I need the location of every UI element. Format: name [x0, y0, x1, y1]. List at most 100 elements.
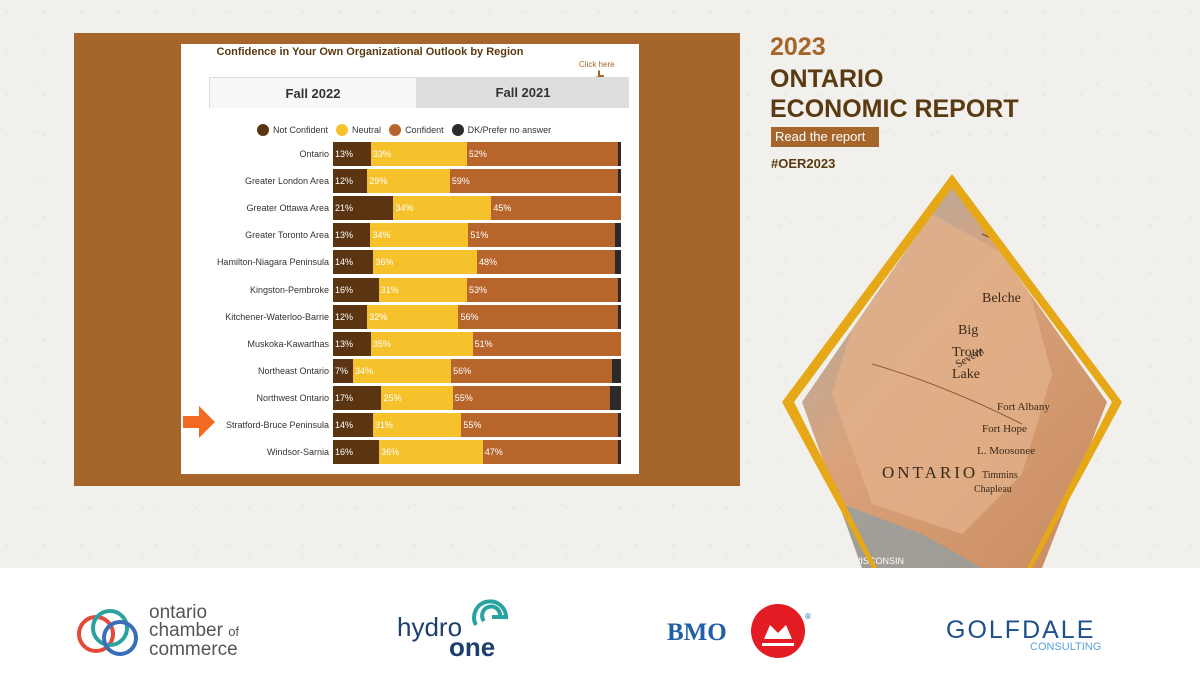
bar-segment[interactable]: [618, 413, 621, 437]
bar-segment[interactable]: 25%: [381, 385, 453, 410]
bar-segment[interactable]: 48%: [477, 250, 616, 275]
bar-segment[interactable]: 56%: [458, 304, 619, 329]
bar-segment[interactable]: 32%: [367, 304, 459, 329]
bar-segment[interactable]: 53%: [467, 277, 619, 302]
legend-label: Not Confident: [273, 125, 329, 135]
bar-segment[interactable]: 51%: [468, 223, 616, 248]
occ-of: of: [228, 624, 240, 639]
bar-segment[interactable]: 55%: [461, 413, 619, 437]
bar-segment[interactable]: 34%: [353, 358, 452, 383]
row-label: Northwest Ontario: [256, 392, 329, 403]
bar-segment[interactable]: 31%: [372, 413, 462, 437]
bar-segment[interactable]: 59%: [449, 169, 619, 194]
bar-segment[interactable]: 51%: [472, 331, 621, 356]
bar-segment[interactable]: [618, 142, 621, 166]
occ-line2: chamber: [149, 620, 223, 641]
hydro-one-logo-one: one: [449, 632, 496, 662]
map-label: Fort Hope: [982, 423, 1027, 435]
legend-swatch: [389, 124, 402, 136]
bar-segment[interactable]: 16%: [333, 277, 379, 302]
map-label: Trout: [952, 345, 983, 360]
bar-segment[interactable]: 13%: [333, 223, 371, 248]
legend-item-confident: Confident: [389, 124, 444, 136]
chart-card: Confidence in Your Own Organizational Ou…: [181, 44, 639, 474]
bar-segment[interactable]: 14%: [333, 413, 373, 437]
chart-title-text: Confidence in Your Own Organizational Ou…: [216, 46, 524, 58]
legend-swatch: [336, 124, 349, 136]
bar-segment[interactable]: 34%: [393, 196, 492, 221]
occ-line3: commerce: [149, 639, 238, 660]
ontario-chamber-logo: ontario chamber of commerce: [149, 602, 259, 660]
legend-swatch: [451, 124, 464, 136]
bar-segment[interactable]: 14%: [333, 250, 374, 275]
row-label: Muskoka-Kawarthas: [247, 338, 329, 349]
bar-segment[interactable]: 13%: [333, 142, 371, 166]
row-label: Kingston-Pembroke: [249, 284, 329, 295]
bar-segment[interactable]: 12%: [333, 304, 368, 329]
golfdale-consulting: CONSULTING: [1030, 641, 1102, 653]
row-label: Stratford-Bruce Peninsula: [225, 420, 329, 430]
bar-segment[interactable]: [618, 440, 621, 465]
bar-segment[interactable]: 16%: [333, 440, 380, 465]
bar-segment[interactable]: 17%: [333, 385, 382, 410]
map-label: Chapleau: [974, 484, 1012, 495]
bmo-registered-mark: ®: [805, 612, 811, 621]
bar-segment[interactable]: 35%: [370, 331, 473, 356]
tab-label: Fall 2021: [495, 85, 551, 100]
bar-segment[interactable]: 36%: [373, 250, 477, 275]
bar-segment[interactable]: 56%: [451, 358, 613, 383]
bar-segment[interactable]: [615, 223, 621, 248]
bar-segment[interactable]: 12%: [333, 169, 368, 194]
bar-segment[interactable]: 29%: [367, 169, 450, 194]
bar-segment[interactable]: [612, 358, 621, 383]
row-label: Greater Ottawa Area: [246, 203, 329, 214]
row-label: Northeast Ontario: [257, 365, 329, 376]
bar-segment[interactable]: 13%: [333, 331, 371, 356]
bmo-roundel-icon: [751, 604, 805, 658]
legend-label: Neutral: [352, 125, 382, 135]
bar-segment[interactable]: 31%: [378, 277, 467, 302]
bar-segment[interactable]: 36%: [379, 440, 483, 465]
hashtag: #OER2023: [771, 156, 836, 171]
click-here-hint[interactable]: Click here: [579, 60, 615, 69]
map-label: Lake: [952, 367, 980, 382]
tab-fall-2022[interactable]: Fall 2022: [209, 77, 417, 108]
bar-segment[interactable]: 45%: [491, 196, 621, 221]
bar-segment[interactable]: [618, 304, 621, 329]
map-label: WISCONSIN: [852, 556, 904, 566]
legend-swatch: [257, 124, 269, 136]
bar-segment[interactable]: [609, 385, 621, 410]
bar-segment[interactable]: 47%: [482, 440, 619, 465]
legend-item-dk: DK/Prefer no answer: [451, 124, 551, 136]
map-label: Big: [958, 323, 978, 338]
occ-line1: ontario: [149, 602, 208, 623]
map-label: ONTARIO: [882, 463, 978, 482]
report-title-line2: ECONOMIC REPORT: [770, 95, 1019, 123]
golfdale-logo: GOLFDALE: [946, 616, 1096, 644]
bar-segment[interactable]: [615, 250, 621, 275]
row-label: Kitchener-Waterloo-Barrie: [225, 311, 329, 322]
row-label: Hamilton-Niagara Peninsula: [216, 257, 329, 268]
bar-segment[interactable]: 52%: [466, 142, 619, 166]
bar-segment[interactable]: 7%: [333, 358, 354, 383]
bmo-logo-text: BMO: [667, 619, 727, 646]
row-label: Ontario: [299, 149, 329, 159]
bar-segment[interactable]: 21%: [333, 196, 394, 221]
ontario-map-image: Big Trout Lake Fort Albany Fort Hope L. …: [782, 174, 1122, 568]
bar-segment[interactable]: [618, 277, 621, 302]
ontario-chamber-logo-icon: [77, 609, 138, 656]
read-report-button[interactable]: Read the report: [771, 127, 879, 147]
report-title-line1: ONTARIO: [770, 65, 884, 93]
row-label: Greater London Area: [244, 176, 329, 187]
legend-item-neutral: Neutral: [336, 124, 381, 136]
legend-item-not-confident: Not Confident: [257, 124, 328, 136]
stacked-bar-area: Ontario 13% 33% 52% Greater London Area 12% 29…: [181, 44, 639, 474]
sponsor-logo-bar: [0, 568, 1200, 690]
bar-segment[interactable]: 55%: [452, 385, 610, 410]
tab-fall-2021[interactable]: Fall 2021: [417, 77, 629, 108]
bar-segment[interactable]: 33%: [370, 142, 467, 166]
map-label: L. Moosonee: [977, 445, 1035, 457]
bar-segment[interactable]: 34%: [370, 223, 469, 248]
bar-segment[interactable]: [618, 169, 621, 194]
row-label: Windsor-Sarnia: [266, 447, 329, 458]
